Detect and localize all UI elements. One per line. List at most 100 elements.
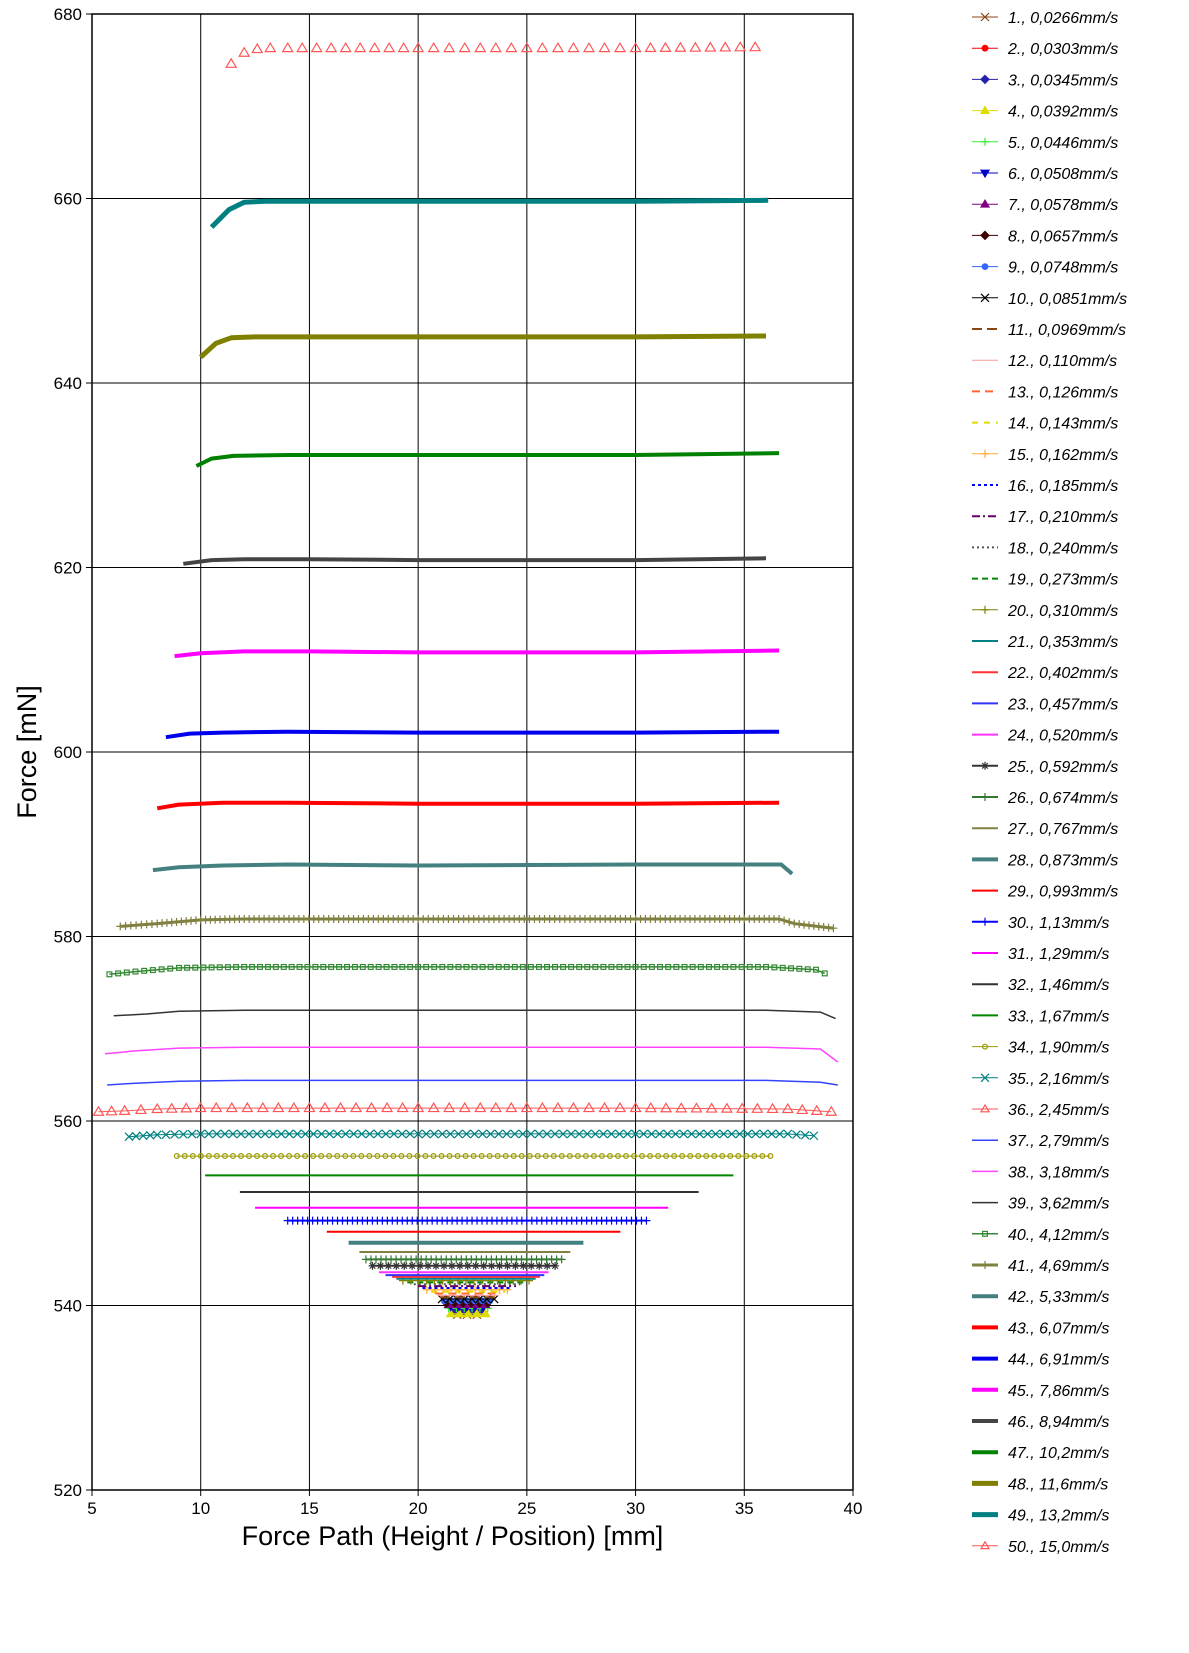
data-point-marker bbox=[374, 1153, 381, 1160]
legend-label: 18., 0,240mm/s bbox=[1008, 540, 1118, 557]
data-point-marker bbox=[325, 41, 338, 53]
data-point-marker bbox=[598, 1101, 611, 1113]
y-tick-label: 680 bbox=[54, 5, 82, 24]
legend-label: 34., 1,90mm/s bbox=[1008, 1040, 1109, 1057]
data-point-marker bbox=[216, 964, 223, 971]
data-point-marker bbox=[980, 74, 990, 85]
legend-item: 20., 0,310mm/s bbox=[972, 603, 1118, 620]
data-point-marker bbox=[184, 964, 191, 971]
data-point-marker bbox=[503, 963, 510, 970]
data-point-marker bbox=[689, 963, 696, 970]
data-point-marker bbox=[520, 41, 533, 53]
data-point-marker bbox=[813, 966, 820, 973]
data-point-marker bbox=[624, 963, 631, 970]
legend-label: 36., 2,45mm/s bbox=[1008, 1102, 1109, 1119]
data-point-marker bbox=[785, 918, 794, 927]
data-point-marker bbox=[557, 1255, 566, 1264]
data-point-marker bbox=[622, 1153, 629, 1160]
data-point-marker bbox=[720, 1102, 733, 1113]
data-point-marker bbox=[829, 924, 838, 933]
data-point-marker bbox=[606, 1129, 616, 1139]
legend-item: 46., 8,94mm/s bbox=[972, 1414, 1109, 1431]
legend-label: 12., 0,110mm/s bbox=[1008, 353, 1117, 370]
data-point-marker bbox=[478, 1153, 485, 1160]
data-point-marker bbox=[145, 1130, 155, 1140]
data-point-marker bbox=[333, 1129, 343, 1139]
data-point-marker bbox=[421, 1129, 431, 1139]
data-point-marker bbox=[981, 449, 989, 458]
legend-label: 19., 0,273mm/s bbox=[1008, 572, 1118, 589]
x-tick-label: 10 bbox=[191, 1499, 210, 1518]
data-point-marker bbox=[767, 1153, 774, 1160]
data-point-marker bbox=[821, 970, 828, 977]
data-point-marker bbox=[749, 41, 762, 52]
data-point-marker bbox=[383, 41, 396, 53]
data-point-marker bbox=[368, 41, 381, 53]
data-point-marker bbox=[495, 1261, 504, 1270]
data-point-marker bbox=[534, 1129, 544, 1139]
data-point-marker bbox=[175, 964, 182, 971]
data-point-marker bbox=[438, 1153, 445, 1160]
data-point-marker bbox=[474, 1101, 487, 1113]
data-point-marker bbox=[455, 963, 462, 970]
data-point-marker bbox=[351, 963, 358, 970]
data-point-marker bbox=[225, 1101, 238, 1113]
data-point-marker bbox=[400, 1261, 409, 1270]
legend-label: 8., 0,0657mm/s bbox=[1008, 228, 1118, 245]
data-point-marker bbox=[730, 963, 737, 970]
data-point-marker bbox=[437, 1129, 447, 1139]
series-49 bbox=[209, 197, 769, 229]
data-point-marker bbox=[264, 963, 271, 970]
data-point-marker bbox=[495, 1285, 504, 1294]
data-point-marker bbox=[463, 1308, 474, 1318]
y-axis-label: Force [mN] bbox=[12, 685, 42, 819]
legend-item: 33., 1,67mm/s bbox=[972, 1008, 1109, 1025]
data-point-marker bbox=[165, 1102, 178, 1113]
data-point-marker bbox=[640, 963, 647, 970]
data-point-marker bbox=[582, 41, 596, 53]
data-point-marker bbox=[382, 1153, 389, 1160]
data-point-marker bbox=[979, 169, 991, 179]
legend-item: 40., 4,12mm/s bbox=[972, 1227, 1109, 1244]
legend-label: 3., 0,0345mm/s bbox=[1008, 72, 1118, 89]
data-point-marker bbox=[735, 1153, 742, 1160]
data-point-marker bbox=[384, 1261, 393, 1270]
data-point-marker bbox=[542, 1129, 552, 1139]
data-point-marker bbox=[616, 963, 623, 970]
data-point-marker bbox=[727, 1153, 734, 1160]
legend-label: 27., 0,767mm/s bbox=[1007, 821, 1118, 838]
data-point-marker bbox=[735, 1129, 745, 1139]
data-point-marker bbox=[534, 1153, 541, 1160]
legend-label: 4., 0,0392mm/s bbox=[1008, 104, 1118, 121]
legend-item: 6., 0,0508mm/s bbox=[972, 166, 1118, 183]
data-point-marker bbox=[527, 1261, 536, 1270]
legend-label: 9., 0,0748mm/s bbox=[1008, 260, 1118, 277]
data-point-marker bbox=[334, 1101, 347, 1113]
x-tick-label: 5 bbox=[87, 1499, 96, 1518]
data-point-marker bbox=[383, 963, 390, 970]
data-point-marker bbox=[373, 1129, 383, 1139]
legend-item: 15., 0,162mm/s bbox=[972, 447, 1118, 464]
legend-item: 27., 0,767mm/s bbox=[972, 821, 1118, 838]
data-point-marker bbox=[392, 1261, 401, 1270]
series-line bbox=[199, 333, 767, 360]
data-point-marker bbox=[229, 1153, 236, 1160]
data-point-marker bbox=[474, 41, 487, 53]
data-point-marker bbox=[671, 1153, 678, 1160]
data-point-marker bbox=[423, 963, 430, 970]
data-point-marker bbox=[566, 1129, 576, 1139]
data-point-marker bbox=[336, 963, 343, 970]
data-point-marker bbox=[325, 1129, 334, 1139]
series-41 bbox=[116, 914, 838, 933]
data-point-marker bbox=[462, 1153, 469, 1160]
data-point-marker bbox=[568, 963, 575, 970]
data-point-marker bbox=[414, 1153, 421, 1160]
data-point-marker bbox=[647, 1153, 654, 1160]
data-point-marker bbox=[527, 963, 534, 970]
data-point-marker bbox=[389, 1129, 399, 1139]
data-point-marker bbox=[252, 1129, 262, 1139]
legend-item: 48., 11,6mm/s bbox=[972, 1476, 1108, 1493]
data-point-marker bbox=[458, 41, 471, 53]
data-point-marker bbox=[105, 1105, 118, 1116]
data-point-marker bbox=[582, 1129, 592, 1139]
